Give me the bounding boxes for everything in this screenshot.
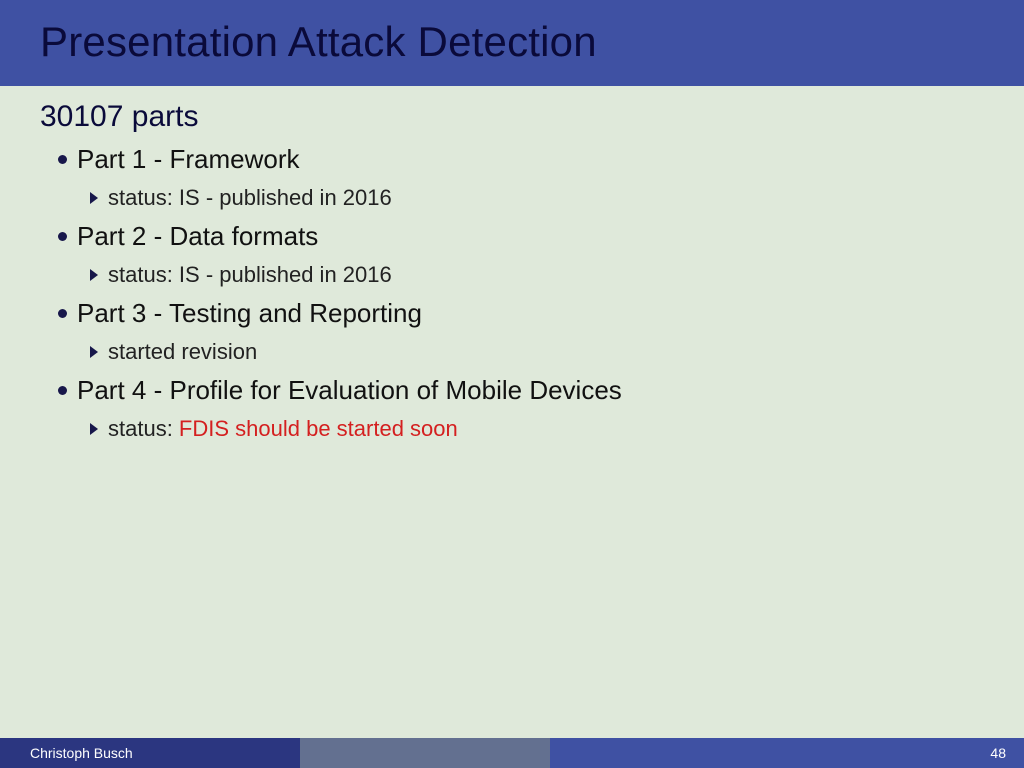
sub-text: status: FDIS should be started soon	[108, 416, 458, 442]
content-area: 30107 parts Part 1 - Framework status: I…	[0, 86, 1024, 738]
footer-mid	[300, 738, 550, 768]
sub-plain: IS - published in 2016	[179, 185, 392, 210]
bullet-list: Part 1 - Framework status: IS - publishe…	[58, 144, 984, 442]
sub-prefix: status:	[108, 262, 179, 287]
list-sub-item: status: FDIS should be started soon	[90, 416, 984, 442]
footer: Christoph Busch 48	[0, 738, 1024, 768]
slide: Presentation Attack Detection 30107 part…	[0, 0, 1024, 768]
sub-prefix: status:	[108, 185, 179, 210]
arrow-right-icon	[90, 346, 98, 358]
list-item: Part 2 - Data formats	[58, 221, 984, 252]
bullet-dot-icon	[58, 386, 67, 395]
sub-plain: IS - published in 2016	[179, 262, 392, 287]
part-title: Part 3 - Testing and Reporting	[77, 298, 422, 329]
list-sub-item: status: IS - published in 2016	[90, 262, 984, 288]
list-item: Part 3 - Testing and Reporting	[58, 298, 984, 329]
title-bar: Presentation Attack Detection	[0, 0, 1024, 86]
bullet-dot-icon	[58, 309, 67, 318]
sub-prefix: status:	[108, 416, 179, 441]
list-item: Part 4 - Profile for Evaluation of Mobil…	[58, 375, 984, 406]
part-title: Part 2 - Data formats	[77, 221, 318, 252]
slide-title: Presentation Attack Detection	[40, 18, 1024, 66]
arrow-right-icon	[90, 269, 98, 281]
sub-text: status: IS - published in 2016	[108, 185, 392, 211]
sub-text: started revision	[108, 339, 257, 365]
list-item: Part 1 - Framework	[58, 144, 984, 175]
bullet-dot-icon	[58, 232, 67, 241]
arrow-right-icon	[90, 192, 98, 204]
footer-author: Christoph Busch	[0, 738, 300, 768]
part-title: Part 4 - Profile for Evaluation of Mobil…	[77, 375, 622, 406]
sub-red: FDIS should be started soon	[179, 416, 458, 441]
list-sub-item: status: IS - published in 2016	[90, 185, 984, 211]
subtitle: 30107 parts	[40, 100, 984, 134]
bullet-dot-icon	[58, 155, 67, 164]
footer-page-number: 48	[550, 738, 1024, 768]
arrow-right-icon	[90, 423, 98, 435]
sub-plain: started revision	[108, 339, 257, 364]
list-sub-item: started revision	[90, 339, 984, 365]
sub-text: status: IS - published in 2016	[108, 262, 392, 288]
part-title: Part 1 - Framework	[77, 144, 300, 175]
